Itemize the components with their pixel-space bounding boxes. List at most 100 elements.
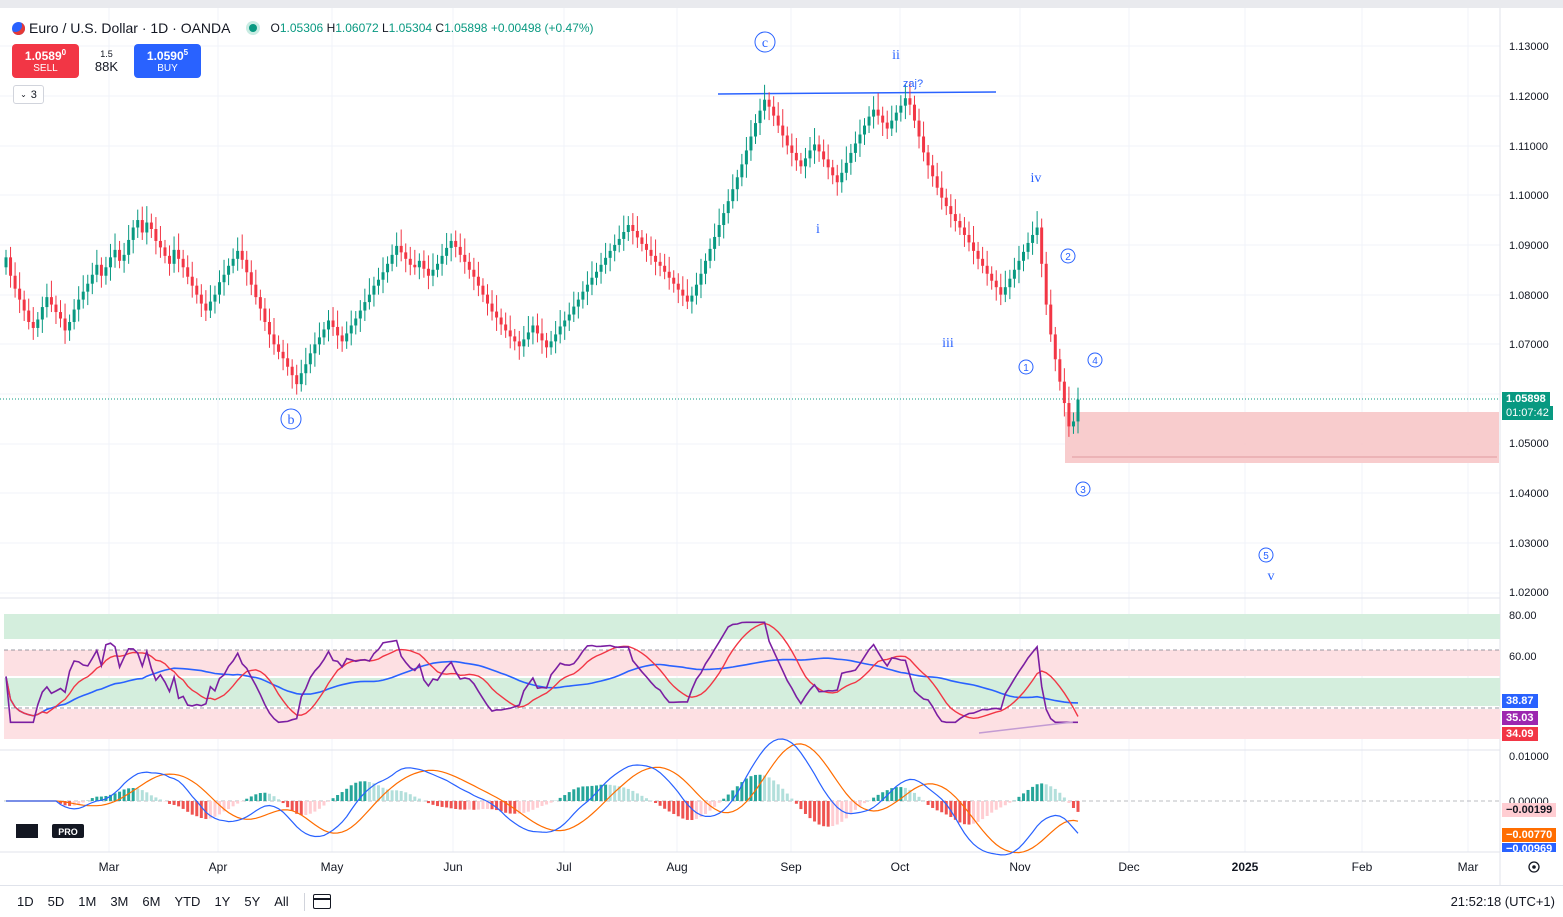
macd-hist-bar (753, 774, 757, 801)
macd-hist-bar (749, 776, 753, 801)
macd-hist-bar (240, 801, 244, 802)
candle-body (304, 364, 308, 374)
candle-body (472, 269, 476, 277)
chevron-down-icon: ⌄ (20, 90, 27, 99)
macd-hist-bar (522, 801, 526, 813)
macd-hist-bar (535, 801, 539, 808)
candle-body (894, 112, 898, 121)
candle-body (513, 336, 517, 342)
candle-body (436, 263, 440, 270)
range-5y[interactable]: 5Y (244, 894, 261, 909)
candle-body (931, 165, 935, 177)
range-1d[interactable]: 1D (17, 894, 34, 909)
macd-hist-bar (249, 796, 253, 801)
macd-hist-bar (831, 801, 835, 827)
price-chart[interactable]: c b ii zaj? i iii iv v 1 2 3 4 5 1.13000… (0, 0, 1563, 885)
sell-button[interactable]: 1.05890 SELL (12, 44, 79, 78)
macd-hist-bar (495, 801, 499, 811)
candle-body (286, 358, 290, 367)
candle-body (831, 167, 835, 176)
candle-body (572, 306, 576, 315)
range-5d[interactable]: 5D (47, 894, 65, 909)
time-tick: Aug (666, 860, 687, 874)
candle-body (131, 227, 135, 240)
candle-body (245, 259, 249, 273)
candle-body (1044, 263, 1048, 305)
candle-body (149, 222, 153, 229)
wave-iii-label: iii (942, 336, 954, 351)
candle-body (1062, 381, 1066, 404)
target-zone-box[interactable] (1065, 412, 1499, 463)
macd-hist-bar (958, 801, 962, 823)
macd-hist-bar (1008, 801, 1012, 803)
candle-body (867, 116, 871, 126)
price-axis[interactable]: 1.13000 1.12000 1.11000 1.10000 1.09000 … (1509, 41, 1549, 599)
symbol-title[interactable]: Euro / U.S. Dollar · 1D · OANDA (29, 20, 231, 36)
macd-hist-bar (304, 801, 308, 816)
buy-button[interactable]: 1.05905 BUY (134, 44, 201, 78)
candle-body (290, 366, 294, 376)
macd-hist-bar (277, 799, 281, 801)
macd-hist-bar (790, 798, 794, 801)
macd-hist-tag: −0.00199 (1502, 803, 1557, 817)
candle-body (349, 325, 353, 334)
sell-label: SELL (33, 63, 58, 74)
macd-hist-bar (549, 801, 553, 803)
spread-value: 1.5 (100, 48, 113, 59)
macd-hist-bar (340, 792, 344, 801)
resistance-trendline[interactable] (717, 91, 997, 95)
macd-hist-bar (576, 787, 580, 801)
rsi-divergence-line[interactable] (978, 721, 1074, 734)
price-tick: 1.11000 (1509, 141, 1548, 153)
candle-body (872, 109, 876, 117)
settings-gear-icon[interactable] (1528, 861, 1540, 873)
wave-4-label: 4 (1092, 356, 1098, 367)
candle-body (522, 339, 526, 347)
time-axis[interactable]: Mar Apr May Jun Jul Aug Sep Oct Nov Dec … (99, 860, 1540, 874)
macd-hist-bar (99, 796, 103, 801)
calendar-goto-icon[interactable] (312, 894, 331, 909)
range-ytd[interactable]: YTD (174, 894, 201, 909)
candle-body (463, 254, 467, 262)
macd-hist-bar (581, 786, 585, 801)
macd-hist-bar (1035, 784, 1039, 801)
macd-hist-bar (808, 801, 812, 819)
ohlc-low-key: L (381, 21, 389, 35)
candle-body (758, 110, 762, 124)
macd-hist-bar (372, 783, 376, 801)
window-top-strip (0, 0, 1563, 8)
range-1m[interactable]: 1M (78, 894, 97, 909)
range-3m[interactable]: 3M (110, 894, 129, 909)
symbol-legend[interactable]: Euro / U.S. Dollar · 1D · OANDA O1.05306… (12, 18, 594, 38)
candle-body (190, 276, 194, 286)
range-1y[interactable]: 1Y (214, 894, 231, 909)
price-tick: 1.05000 (1509, 438, 1549, 450)
price-tick: 1.08000 (1509, 290, 1549, 302)
candle-body (122, 254, 126, 261)
macd-hist-bar (663, 801, 667, 809)
wave-i-label: i (816, 222, 820, 237)
candle-body (785, 135, 789, 146)
toolbar-divider (303, 892, 305, 911)
range-all[interactable]: All (274, 894, 289, 909)
candle-body (240, 250, 244, 260)
macd-hist-bar (658, 801, 662, 806)
candle-body (413, 264, 417, 268)
candle-body (331, 320, 335, 327)
candle-body (508, 330, 512, 337)
clock-timezone[interactable]: 21:52:18 (UTC+1) (1450, 894, 1555, 909)
candle-body (426, 268, 430, 276)
macd-hist-bar (322, 801, 326, 806)
macd-hist-bar (204, 801, 208, 819)
candle-body (567, 314, 571, 321)
indicators-collapse-button[interactable]: ⌄ 3 (13, 85, 44, 104)
candle-body (295, 375, 299, 385)
macd-hist-bar (327, 801, 331, 802)
macd-hist-bar (599, 784, 603, 801)
candle-body (654, 255, 658, 262)
candle-body (981, 258, 985, 266)
price-tick: 1.10000 (1509, 190, 1549, 202)
candle-body (1031, 234, 1035, 243)
macd-hist-bar (590, 785, 594, 801)
range-6m[interactable]: 6M (142, 894, 161, 909)
